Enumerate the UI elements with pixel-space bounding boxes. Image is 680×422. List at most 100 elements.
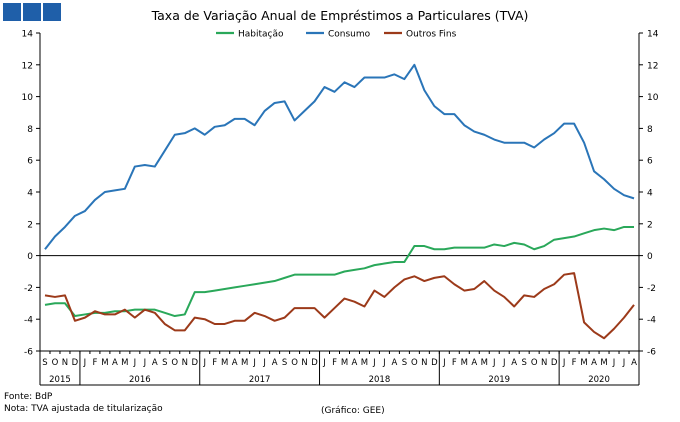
x-tick-label: J [562, 358, 566, 368]
y-tick-label-left: -6 [24, 348, 33, 358]
x-tick-label: J [143, 358, 147, 368]
x-tick-label: O [411, 358, 418, 368]
x-tick-label: N [421, 358, 427, 368]
y-tick-label-right: 2 [647, 220, 653, 230]
x-tick-label: F [332, 358, 337, 368]
chart: Taxa de Variação Anual de Empréstimos a … [22, 8, 659, 386]
x-tick-label: M [600, 358, 607, 368]
x-tick-label: D [551, 358, 558, 368]
year-label: 2017 [249, 375, 271, 385]
year-label: 2018 [369, 375, 391, 385]
legend-label: Habitação [238, 30, 284, 40]
x-tick-label: J [492, 358, 496, 368]
x-tick-label: J [133, 358, 137, 368]
x-tick-label: F [92, 358, 97, 368]
x-tick-label: M [101, 358, 108, 368]
x-tick-label: J [252, 358, 256, 368]
y-tick-label-right: 0 [647, 252, 653, 262]
x-tick-label: M [461, 358, 468, 368]
legend-label: Outros Fins [406, 30, 457, 40]
x-tick-label: J [502, 358, 506, 368]
x-tick-label: A [272, 358, 278, 368]
x-tick-label: A [352, 358, 358, 368]
year-label: 2020 [588, 375, 610, 385]
chart-credit: (Gráfico: GEE) [321, 406, 385, 416]
chart-title: Taxa de Variação Anual de Empréstimos a … [151, 8, 529, 23]
x-tick-label: D [431, 358, 438, 368]
y-tick-label-left: 6 [27, 157, 33, 167]
x-tick-label: S [402, 358, 407, 368]
y-tick-label-right: -4 [647, 316, 656, 326]
y-tick-label-left: 2 [27, 220, 33, 230]
x-tick-label: J [202, 358, 206, 368]
x-tick-label: J [442, 358, 446, 368]
x-tick-label: J [372, 358, 376, 368]
x-tick-label: A [471, 358, 477, 368]
header-square-3 [43, 3, 61, 21]
x-tick-label: F [452, 358, 457, 368]
y-tick-label-left: 0 [27, 252, 33, 262]
x-tick-label: A [152, 358, 158, 368]
x-tick-label: A [112, 358, 118, 368]
header-square-2 [23, 3, 41, 21]
y-tick-label-left: 8 [27, 125, 33, 135]
y-tick-label-right: 12 [647, 61, 658, 71]
series-line-habita-o [44, 225, 635, 318]
x-tick-label: J [612, 358, 616, 368]
x-tick-label: J [382, 358, 386, 368]
x-tick-label: N [541, 358, 547, 368]
year-label: 2019 [488, 375, 510, 385]
x-tick-label: N [62, 358, 68, 368]
x-tick-label: J [83, 358, 87, 368]
x-tick-label: D [191, 358, 198, 368]
x-tick-label: O [291, 358, 298, 368]
y-tick-label-right: 14 [647, 30, 659, 40]
x-tick-label: N [182, 358, 188, 368]
x-tick-label: J [262, 358, 266, 368]
x-tick-label: M [361, 358, 368, 368]
x-tick-label: J [622, 358, 626, 368]
x-tick-label: M [481, 358, 488, 368]
x-tick-label: S [521, 358, 526, 368]
year-label: 2016 [129, 375, 151, 385]
x-tick-label: O [171, 358, 178, 368]
legend: Habitação Consumo Outros Fins [216, 30, 457, 40]
y-tick-label-left: 10 [22, 93, 34, 103]
x-tick-label: F [572, 358, 577, 368]
series-line-outros-fins [44, 272, 635, 340]
x-tick-label: A [511, 358, 517, 368]
x-tick-label: A [391, 358, 397, 368]
series-line-consumo [44, 63, 635, 250]
y-tick-label-right: 10 [647, 93, 659, 103]
x-tick-label: M [341, 358, 348, 368]
x-tick-label: M [241, 358, 248, 368]
legend-label: Consumo [328, 30, 371, 40]
series-lines [44, 63, 635, 340]
x-tick-label: D [72, 358, 79, 368]
x-tick-label: M [580, 358, 587, 368]
x-tick-label: S [282, 358, 287, 368]
source-note: Fonte: BdP [4, 392, 53, 402]
y-tick-label-left: -2 [24, 284, 33, 294]
y-tick-label-left: -4 [24, 316, 33, 326]
x-tick-label: F [212, 358, 217, 368]
x-tick-label: O [531, 358, 538, 368]
x-tick-label: O [52, 358, 59, 368]
x-tick-label: M [221, 358, 228, 368]
y-tick-label-right: 4 [647, 189, 653, 199]
x-tick-label: A [591, 358, 597, 368]
year-label: 2015 [49, 375, 71, 385]
y-tick-label-right: 6 [647, 157, 653, 167]
footnote: Nota: TVA ajustada de titularização [4, 404, 163, 414]
header-square-1 [3, 3, 21, 21]
y-tick-label-right: -2 [647, 284, 656, 294]
x-tick-label: A [631, 358, 637, 368]
y-tick-label-right: -6 [647, 348, 656, 358]
y-tick-label-left: 4 [27, 189, 33, 199]
x-tick-label: M [121, 358, 128, 368]
y-tick-label-left: 14 [22, 30, 34, 40]
y-tick-label-left: 12 [22, 61, 33, 71]
x-tick-label: D [311, 358, 318, 368]
y-tick-label-right: 8 [647, 125, 653, 135]
x-tick-label: J [322, 358, 326, 368]
